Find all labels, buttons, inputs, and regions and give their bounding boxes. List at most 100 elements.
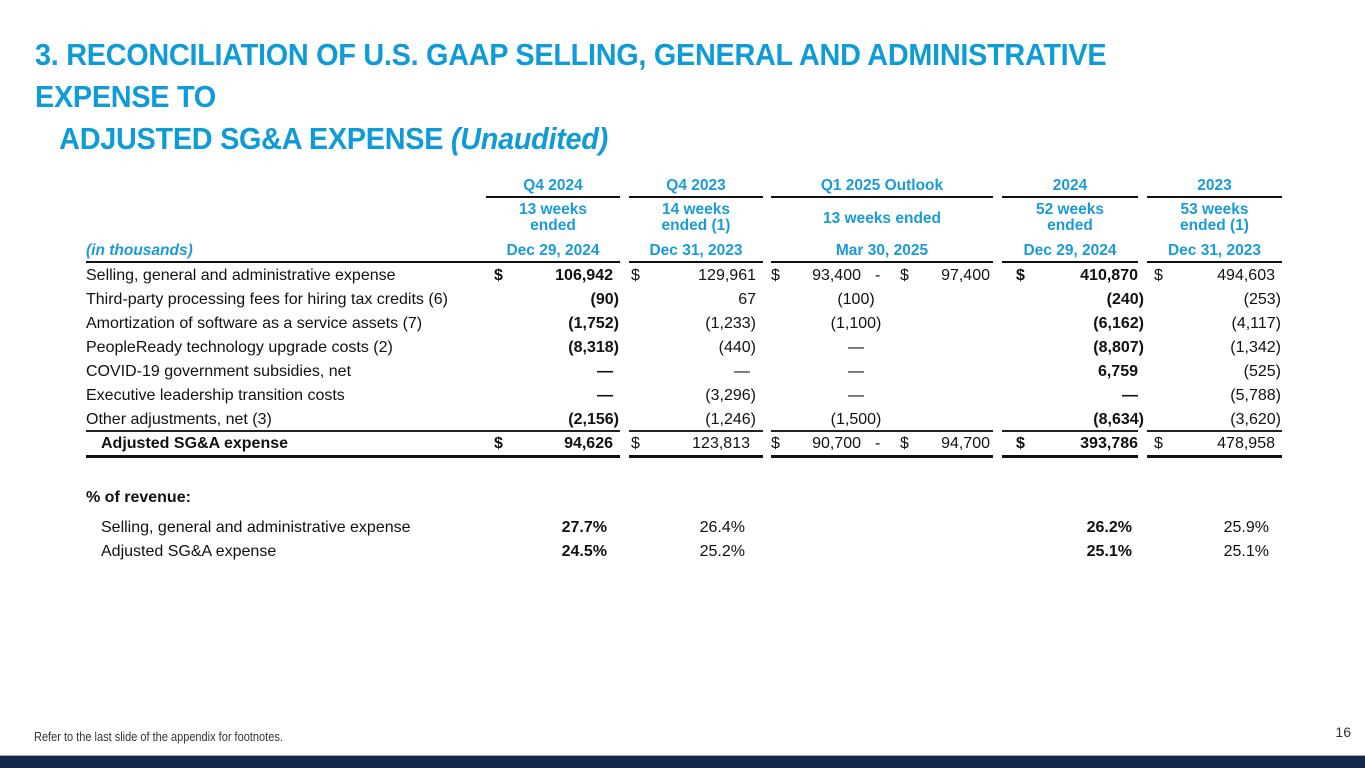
col-header-duration: 14 weeks ended (1)	[661, 201, 731, 234]
col-header-period: Q1 2025 Outlook	[820, 177, 944, 194]
subtotal-rule	[1002, 430, 1138, 432]
value-fy-2023: (3,620)	[1230, 411, 1281, 428]
row-label: Selling, general and administrative expe…	[101, 519, 411, 536]
value-q4-2024: —	[597, 363, 613, 380]
value-outlook-low: 90,700	[812, 435, 861, 452]
value-q4-2024: (8,318)	[568, 339, 619, 356]
currency-symbol: $	[631, 267, 640, 284]
header-underline	[1147, 196, 1282, 198]
value-fy-2024: 26.2%	[1086, 519, 1132, 536]
value-q4-2024: (1,752)	[568, 315, 619, 332]
value-fy-2024: 6,759	[1097, 363, 1138, 380]
col-header-duration: 13 weeks ended	[518, 201, 588, 234]
table-row: Amortization of software as a service as…	[86, 312, 1282, 336]
value-fy-2024: —	[1122, 387, 1138, 404]
footnote-reference: Refer to the last slide of the appendix …	[34, 730, 283, 744]
row-label: Selling, general and administrative expe…	[86, 267, 396, 284]
value-fy-2023: 25.9%	[1223, 519, 1269, 536]
header-bottom-rule	[629, 261, 763, 263]
value-q4-2023: (1,233)	[705, 315, 756, 332]
row-label: PeopleReady technology upgrade costs (2)	[86, 339, 393, 356]
currency-symbol: $	[1154, 267, 1163, 284]
value-fy-2023: (525)	[1243, 363, 1281, 380]
row-label: Third-party processing fees for hiring t…	[86, 291, 448, 308]
value-fy-2023: 478,958	[1217, 435, 1275, 452]
currency-symbol: $	[900, 435, 909, 452]
currency-symbol: $	[631, 435, 640, 452]
col-header-date: Dec 29, 2024	[1023, 242, 1117, 259]
col-header-period: Q4 2024	[523, 177, 583, 194]
col-header-duration: 53 weeks ended (1)	[1180, 201, 1249, 234]
value-q4-2024: (90)	[590, 291, 619, 308]
value-q4-2024: —	[597, 387, 613, 404]
subtotal-rule	[629, 430, 763, 432]
value-q4-2024: 27.7%	[561, 519, 607, 536]
currency-symbol: $	[900, 267, 909, 284]
value-q4-2023: 123,813	[692, 435, 750, 452]
value-fy-2023: (4,117)	[1231, 315, 1281, 332]
value-q4-2023: (440)	[718, 339, 756, 356]
value-q4-2023: 67	[738, 291, 756, 308]
total-double-rule	[86, 455, 620, 458]
value-outlook-high: 94,700	[941, 435, 990, 452]
total-double-rule	[629, 455, 763, 458]
table-row-total: Adjusted SG&A expense $ 94,626 $ 123,813…	[86, 432, 1282, 456]
title-line-2: ADJUSTED SG&A EXPENSE (Unaudited)	[35, 118, 1244, 160]
value-outlook: —	[848, 363, 864, 380]
value-fy-2024: 393,786	[1080, 435, 1138, 452]
table-row: Third-party processing fees for hiring t…	[86, 288, 1282, 312]
header-underline	[629, 196, 763, 198]
value-fy-2023: 494,603	[1217, 267, 1275, 284]
col-header-date: Dec 29, 2024	[506, 242, 600, 259]
value-fy-2024: (6,162)	[1093, 315, 1144, 332]
value-outlook: (100)	[837, 291, 875, 308]
currency-symbol: $	[1016, 267, 1025, 284]
value-fy-2024: (240)	[1106, 291, 1144, 308]
row-label: Amortization of software as a service as…	[86, 315, 423, 332]
col-header-date: Dec 31, 2023	[1167, 242, 1262, 259]
value-fy-2023: (1,342)	[1230, 339, 1281, 356]
header-underline	[486, 196, 620, 198]
currency-symbol: $	[494, 267, 503, 284]
header-underline	[771, 196, 993, 198]
pct-revenue-heading: % of revenue:	[86, 489, 191, 506]
col-header-period: Q4 2023	[666, 177, 726, 194]
value-outlook-low: 93,400	[812, 267, 861, 284]
value-q4-2023: (3,296)	[705, 387, 756, 404]
pct-revenue-row: Selling, general and administrative expe…	[86, 516, 1282, 540]
table-row: PeopleReady technology upgrade costs (2)…	[86, 336, 1282, 360]
value-fy-2023: (253)	[1243, 291, 1281, 308]
col-header-period: 2024	[1052, 177, 1088, 194]
value-outlook: —	[848, 339, 864, 356]
total-double-rule	[771, 455, 993, 458]
row-label: COVID-19 government subsidies, net	[86, 363, 352, 380]
value-outlook: (1,100)	[830, 315, 882, 332]
value-outlook-high: 97,400	[941, 267, 990, 284]
total-double-rule	[1147, 455, 1282, 458]
value-fy-2024: (8,634)	[1093, 411, 1144, 428]
value-q4-2023: (1,246)	[705, 411, 756, 428]
header-bottom-rule	[86, 261, 620, 263]
value-fy-2023: 25.1%	[1223, 543, 1269, 560]
value-q4-2023: —	[734, 363, 750, 380]
footer-bar	[0, 755, 1365, 768]
row-label: Other adjustments, net (3)	[86, 411, 272, 428]
table-row: Selling, general and administrative expe…	[86, 264, 1282, 288]
table-row: Other adjustments, net (3) (2,156) (1,24…	[86, 408, 1282, 432]
subtotal-rule	[1147, 430, 1282, 432]
header-bottom-rule	[771, 261, 993, 263]
units-label: (in thousands)	[86, 242, 193, 259]
value-q4-2024: (2,156)	[568, 411, 619, 428]
value-fy-2023: (5,788)	[1230, 387, 1281, 404]
row-label: Adjusted SG&A expense	[101, 435, 289, 452]
title-unaudited: (Unaudited)	[450, 121, 608, 156]
page-title: 3. RECONCILIATION OF U.S. GAAP SELLING, …	[35, 34, 1244, 160]
page-number: 16	[1335, 724, 1351, 740]
value-fy-2024: (8,807)	[1093, 339, 1144, 356]
subtotal-rule	[86, 430, 620, 432]
currency-symbol: $	[771, 435, 780, 452]
value-q4-2023: 25.2%	[699, 543, 745, 560]
range-separator: -	[875, 435, 881, 452]
col-header-duration: 13 weeks ended	[822, 210, 942, 227]
currency-symbol: $	[1016, 435, 1025, 452]
